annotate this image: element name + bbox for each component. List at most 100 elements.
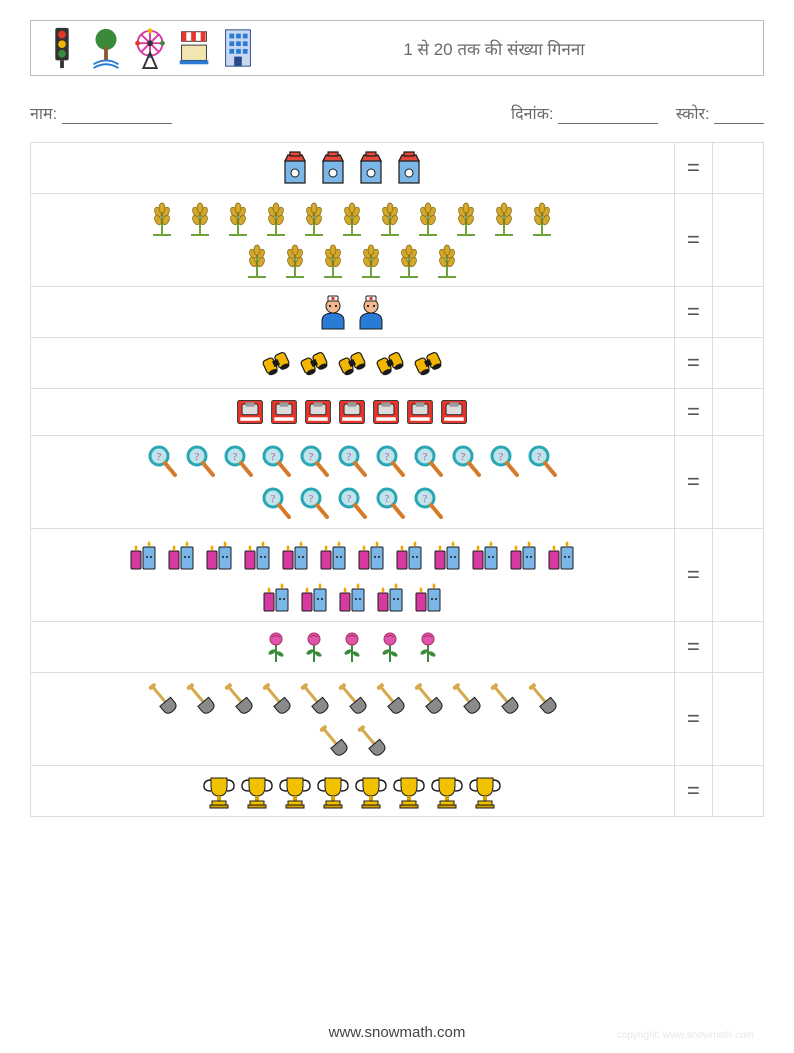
table-row: = xyxy=(31,338,764,389)
equals-sign: = xyxy=(674,287,713,338)
table-row: = xyxy=(31,389,764,436)
candles-icon xyxy=(259,577,293,615)
candles-icon xyxy=(506,535,540,573)
magnifier-icon xyxy=(525,442,559,480)
meta-line: नाम: दिनांक: स्कोर: xyxy=(30,102,764,124)
magnifier-icon xyxy=(145,442,179,480)
candles-icon xyxy=(544,535,578,573)
count-items-cell xyxy=(31,766,675,817)
shovel-icon xyxy=(411,679,445,717)
wheat-icon xyxy=(335,200,369,238)
candles-icon xyxy=(126,535,160,573)
answer-blank[interactable] xyxy=(713,389,764,436)
candles-icon xyxy=(278,535,312,573)
alarm-icon xyxy=(405,395,435,429)
wheat-icon xyxy=(221,200,255,238)
candles-icon xyxy=(392,535,426,573)
wheat-icon xyxy=(411,200,445,238)
candles-icon xyxy=(240,535,274,573)
magnifier-icon xyxy=(449,442,483,480)
candles-icon xyxy=(411,577,445,615)
binoculars-icon xyxy=(259,344,293,382)
trophy-icon xyxy=(278,772,312,810)
wheat-icon xyxy=(354,242,388,280)
answer-blank[interactable] xyxy=(713,673,764,766)
building-icon xyxy=(219,26,257,70)
magnifier-icon xyxy=(335,484,369,522)
milk-icon xyxy=(316,149,350,187)
alarm-icon xyxy=(439,395,469,429)
answer-blank[interactable] xyxy=(713,143,764,194)
candles-icon xyxy=(468,535,502,573)
binoculars-icon xyxy=(373,344,407,382)
wheat-icon xyxy=(525,200,559,238)
score-label: स्कोर: xyxy=(676,106,710,123)
answer-blank[interactable] xyxy=(713,194,764,287)
equals-sign: = xyxy=(674,338,713,389)
count-items-cell xyxy=(31,529,675,622)
answer-blank[interactable] xyxy=(713,622,764,673)
equals-sign: = xyxy=(674,194,713,287)
footer-copyright: copyright: www.snowmath.com xyxy=(617,1030,754,1041)
alarm-icon xyxy=(371,395,401,429)
shovel-icon xyxy=(487,679,521,717)
rose-icon xyxy=(411,628,445,666)
shovel-icon xyxy=(221,679,255,717)
ferriswheel-icon xyxy=(131,26,169,70)
name-blank[interactable] xyxy=(62,106,172,124)
shovel-icon xyxy=(316,721,350,759)
equals-sign: = xyxy=(674,389,713,436)
alarm-icon xyxy=(235,395,265,429)
page-footer: www.snowmath.com copyright: www.snowmath… xyxy=(0,1024,794,1041)
answer-blank[interactable] xyxy=(713,766,764,817)
binoculars-icon xyxy=(411,344,445,382)
trophy-icon xyxy=(354,772,388,810)
shovel-icon xyxy=(354,721,388,759)
rose-icon xyxy=(259,628,293,666)
wheat-icon xyxy=(240,242,274,280)
candles-icon xyxy=(202,535,236,573)
candles-icon xyxy=(430,535,464,573)
wheat-icon xyxy=(430,242,464,280)
answer-blank[interactable] xyxy=(713,529,764,622)
milk-icon xyxy=(354,149,388,187)
trophy-icon xyxy=(316,772,350,810)
candles-icon xyxy=(335,577,369,615)
tree-icon xyxy=(87,26,125,70)
count-items-cell xyxy=(31,389,675,436)
count-items-cell xyxy=(31,287,675,338)
trophy-icon xyxy=(430,772,464,810)
table-row: = xyxy=(31,622,764,673)
magnifier-icon xyxy=(259,442,293,480)
wheat-icon xyxy=(297,200,331,238)
magnifier-icon xyxy=(373,484,407,522)
score-blank[interactable] xyxy=(714,106,764,124)
date-blank[interactable] xyxy=(558,106,658,124)
shovel-icon xyxy=(335,679,369,717)
count-items-cell xyxy=(31,143,675,194)
nurse-icon xyxy=(316,293,350,331)
table-row: = xyxy=(31,436,764,529)
shovel-icon xyxy=(145,679,179,717)
shovel-icon xyxy=(297,679,331,717)
rose-icon xyxy=(373,628,407,666)
magnifier-icon xyxy=(183,442,217,480)
alarm-icon xyxy=(337,395,367,429)
count-items-cell xyxy=(31,338,675,389)
magnifier-icon xyxy=(487,442,521,480)
equals-sign: = xyxy=(674,622,713,673)
table-row: = xyxy=(31,673,764,766)
answer-blank[interactable] xyxy=(713,338,764,389)
candles-icon xyxy=(316,535,350,573)
wheat-icon xyxy=(316,242,350,280)
wheat-icon xyxy=(183,200,217,238)
nurse-icon xyxy=(354,293,388,331)
answer-blank[interactable] xyxy=(713,436,764,529)
answer-blank[interactable] xyxy=(713,287,764,338)
wheat-icon xyxy=(145,200,179,238)
count-items-cell xyxy=(31,673,675,766)
trophy-icon xyxy=(240,772,274,810)
table-row: = xyxy=(31,287,764,338)
trophy-icon xyxy=(392,772,426,810)
shovel-icon xyxy=(183,679,217,717)
